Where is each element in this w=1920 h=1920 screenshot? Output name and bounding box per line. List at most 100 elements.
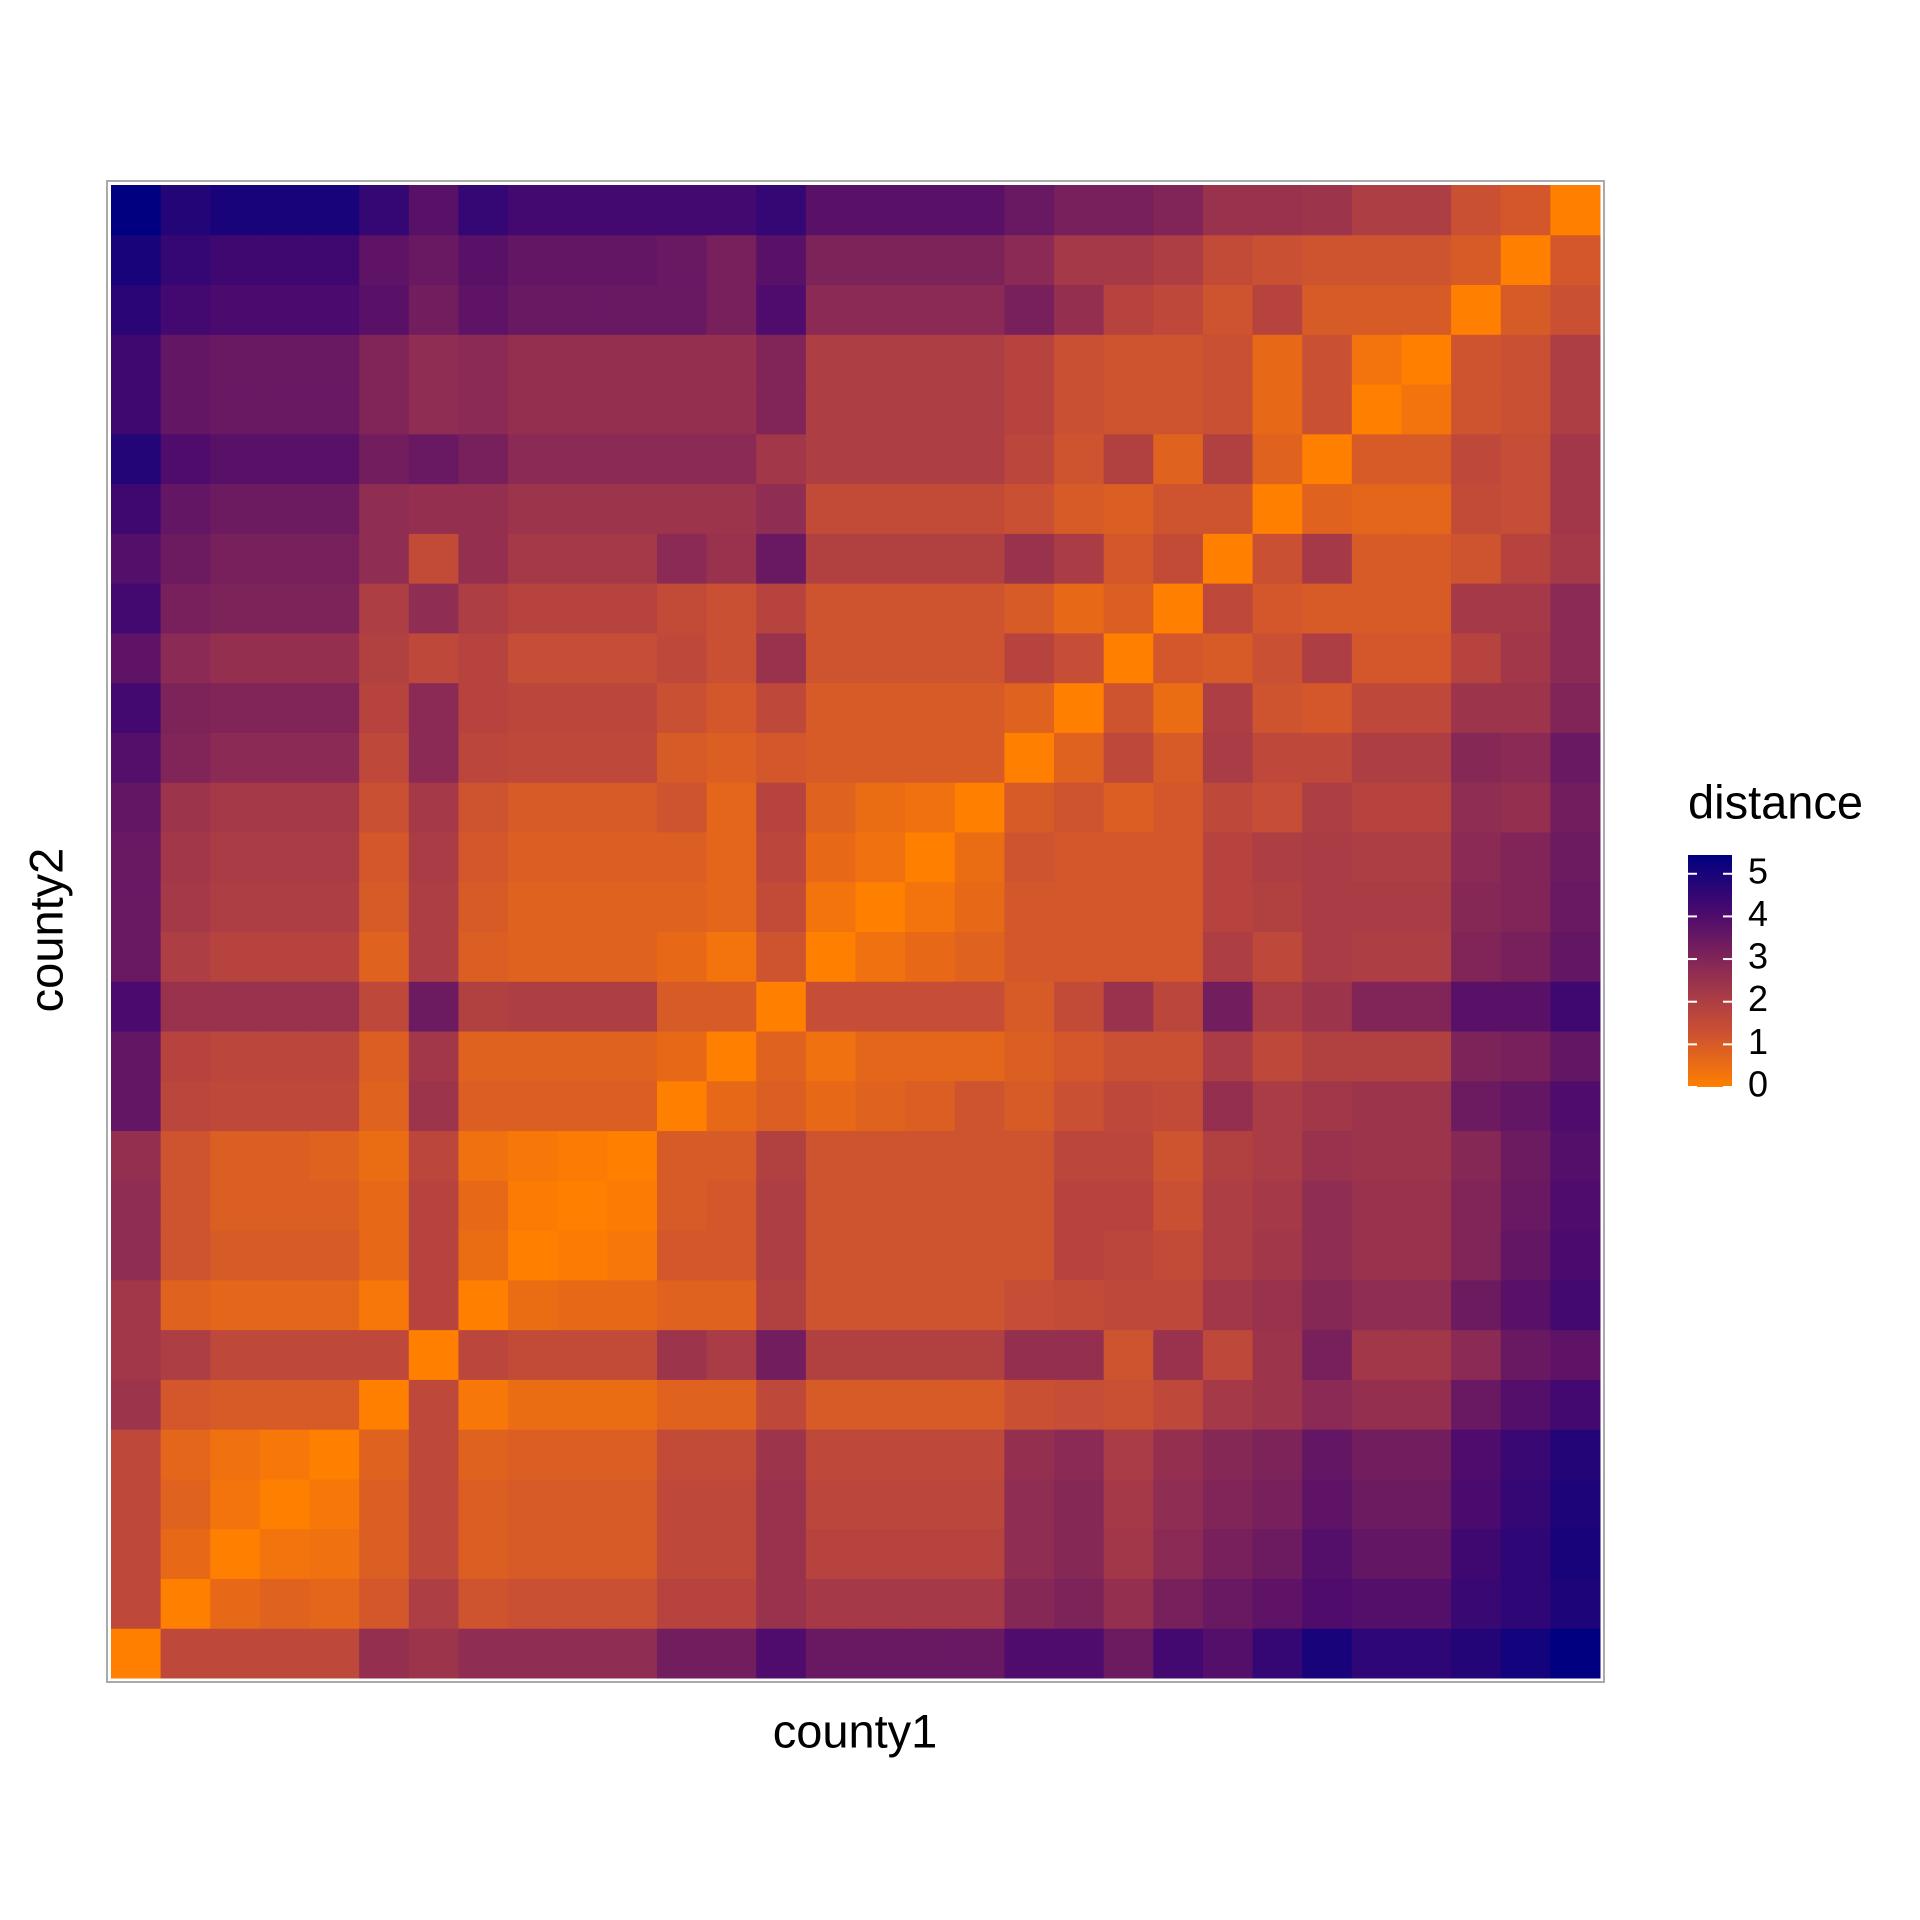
heatmap-cell <box>309 782 360 833</box>
heatmap-cell <box>1004 1578 1055 1629</box>
heatmap-cell <box>607 732 658 783</box>
heatmap-cell <box>607 931 658 982</box>
heatmap-cell <box>954 981 1005 1032</box>
heatmap-cell <box>1153 732 1204 783</box>
heatmap-cell <box>805 931 856 982</box>
heatmap-cell <box>210 384 261 435</box>
heatmap-cell <box>706 1031 757 1082</box>
heatmap-cell <box>1153 782 1204 833</box>
heatmap-cell <box>1451 334 1502 385</box>
heatmap-cell <box>954 384 1005 435</box>
heatmap-cell <box>756 1429 807 1480</box>
heatmap-cell <box>359 433 410 485</box>
heatmap-cell <box>1153 931 1204 982</box>
heatmap-cell <box>855 782 906 833</box>
heatmap-cell <box>1153 234 1204 286</box>
heatmap-cell <box>1351 1230 1402 1281</box>
heatmap-cell <box>805 284 856 335</box>
heatmap-cell <box>160 981 211 1032</box>
heatmap-cell <box>706 1279 757 1331</box>
heatmap-cell <box>309 1379 360 1430</box>
heatmap-cell <box>1401 682 1452 733</box>
heatmap-cell <box>160 533 211 584</box>
heatmap-cell <box>756 1031 807 1082</box>
heatmap-cell <box>1252 931 1303 982</box>
heatmap-cell <box>1351 483 1402 534</box>
heatmap-cell <box>1252 831 1303 883</box>
heatmap-cell <box>706 732 757 783</box>
heatmap-cell <box>756 334 807 385</box>
heatmap-cell <box>309 981 360 1032</box>
heatmap-cell <box>1202 1528 1254 1579</box>
heatmap-cell <box>1252 1031 1303 1082</box>
heatmap-cell <box>656 384 708 435</box>
heatmap-cell <box>1252 1329 1303 1380</box>
heatmap-cell <box>1351 1031 1402 1082</box>
heatmap-cell <box>259 632 311 684</box>
heatmap-cell <box>1302 1578 1353 1629</box>
heatmap-cell <box>1004 384 1055 435</box>
heatmap-cell <box>408 1279 459 1331</box>
heatmap-cell <box>309 1031 360 1082</box>
heatmap-cell <box>855 334 906 385</box>
heatmap-cell <box>508 483 559 534</box>
heatmap-cell <box>111 881 162 932</box>
heatmap-cell <box>210 533 261 584</box>
heatmap-cell <box>855 533 906 584</box>
heatmap-cell <box>1004 334 1055 385</box>
heatmap-cell <box>855 682 906 733</box>
heatmap-cell <box>706 881 757 932</box>
heatmap-cell <box>954 1031 1005 1082</box>
heatmap-cell <box>1550 1528 1601 1579</box>
heatmap-cell <box>111 981 162 1032</box>
heatmap-cell <box>1500 1031 1551 1082</box>
heatmap-cell <box>1550 732 1601 783</box>
heatmap-cell <box>1550 384 1601 435</box>
heatmap-cell <box>508 384 559 435</box>
heatmap-cell <box>1103 682 1154 733</box>
heatmap-cell <box>408 1180 459 1231</box>
heatmap-cell <box>656 1230 708 1281</box>
heatmap-cell <box>1153 1279 1204 1331</box>
heatmap-cell <box>557 782 608 833</box>
heatmap-cell <box>805 1279 856 1331</box>
heatmap-cell <box>1103 1429 1154 1480</box>
heatmap-cell <box>508 782 559 833</box>
heatmap-cell <box>1302 1279 1353 1331</box>
heatmap-cell <box>508 533 559 584</box>
heatmap-cell <box>1054 1279 1105 1331</box>
heatmap-cell <box>259 234 311 286</box>
heatmap-cell <box>111 1080 162 1132</box>
heatmap-cell <box>1550 1329 1601 1380</box>
heatmap-cell <box>359 1230 410 1281</box>
heatmap-cell <box>1004 1628 1055 1679</box>
heatmap-cell <box>756 1528 807 1579</box>
heatmap-cell <box>1351 533 1402 584</box>
heatmap-cell <box>1351 234 1402 286</box>
heatmap-cell <box>359 1429 410 1480</box>
heatmap-cell <box>954 682 1005 733</box>
heatmap-cell <box>756 682 807 733</box>
heatmap-cell <box>1153 1429 1204 1480</box>
heatmap-cell <box>1500 1528 1551 1579</box>
heatmap-cell <box>855 1130 906 1181</box>
heatmap-cell <box>458 533 509 584</box>
heatmap-cell <box>1351 1130 1402 1181</box>
heatmap-cell <box>508 1628 559 1679</box>
heatmap-cell <box>508 1031 559 1082</box>
heatmap-cell <box>557 533 608 584</box>
heatmap-cell <box>1054 1379 1105 1430</box>
heatmap-cell <box>954 1180 1005 1231</box>
heatmap-cell <box>607 1379 658 1430</box>
heatmap-cell <box>1252 284 1303 335</box>
colorbar-tick-label: 3 <box>1748 936 1768 977</box>
heatmap-cell <box>210 931 261 982</box>
heatmap-cell <box>1500 1230 1551 1281</box>
heatmap-cell <box>160 1080 211 1132</box>
heatmap-cell <box>259 1180 311 1231</box>
heatmap-cell <box>1351 782 1402 833</box>
heatmap-cell <box>954 284 1005 335</box>
heatmap-cell <box>706 185 757 236</box>
heatmap-cell <box>1103 881 1154 932</box>
heatmap-cell <box>1054 284 1105 335</box>
